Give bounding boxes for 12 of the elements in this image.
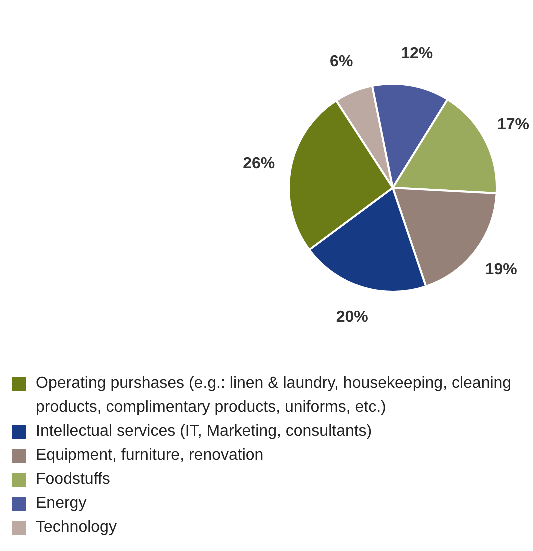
legend-label: Operating purshases (e.g.: linen & laundry, housekeeping, cleaning products, complimentary products, uniforms, etc.): [36, 374, 513, 418]
legend-label: Foodstuffs: [36, 470, 110, 490]
data-label: 26%: [243, 155, 276, 172]
data-label: 20%: [336, 309, 368, 326]
data-label: 6%: [330, 53, 354, 70]
data-label: 12%: [401, 46, 434, 63]
data-label: 17%: [498, 116, 530, 134]
legend-label: Technology: [36, 518, 117, 538]
legend-label: Energy: [36, 494, 87, 514]
legend-label: Intellectual services (IT, Marketing, consultants): [36, 422, 372, 442]
data-label: 19%: [485, 262, 518, 279]
legend-label: Equipment, furniture, renovation: [36, 446, 264, 466]
